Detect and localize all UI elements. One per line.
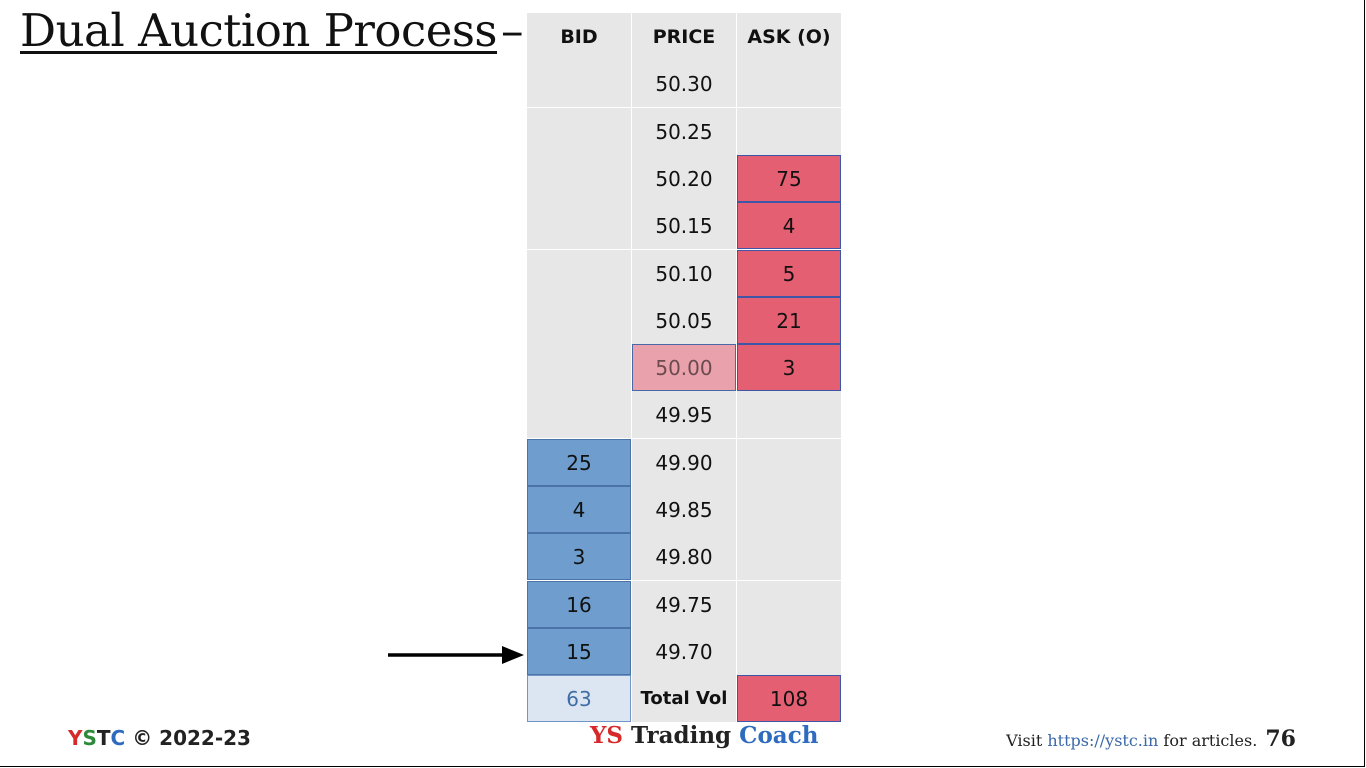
logo-s: S (82, 726, 97, 750)
bid-cell (527, 297, 631, 344)
header-ask: ASK (O) (737, 13, 841, 60)
ask-cell (737, 391, 841, 438)
bid-cell (527, 108, 631, 155)
visit-suffix: for articles. (1163, 731, 1258, 750)
brand-trading: Trading (631, 722, 732, 749)
ask-cell (737, 581, 841, 628)
ask-cell (737, 439, 841, 486)
ask-cell: 4 (737, 202, 841, 249)
bid-cell (527, 155, 631, 202)
ask-cell: 3 (737, 344, 841, 391)
ask-cell (737, 486, 841, 533)
ask-cell: 21 (737, 297, 841, 344)
copyright-text: © 2022-23 (132, 726, 251, 750)
header-price: PRICE (632, 13, 736, 60)
arrow-right-icon (388, 646, 524, 664)
price-cell: 50.20 (632, 155, 736, 202)
price-cell: 49.80 (632, 533, 736, 580)
total-ask-cell: 108 (737, 675, 841, 722)
ask-cell (737, 628, 841, 675)
ask-cell (737, 533, 841, 580)
logo-c: C (110, 726, 126, 750)
price-cell: 50.30 (632, 60, 736, 107)
price-cell: 50.25 (632, 108, 736, 155)
logo-t: T (96, 726, 111, 750)
total-bid-cell: 63 (527, 675, 631, 722)
bid-cell: 15 (527, 628, 631, 675)
title-text: Dual Auction Process (20, 4, 498, 57)
price-cell: 49.90 (632, 439, 736, 486)
price-cell: 49.75 (632, 581, 736, 628)
current-price-cell: 50.00 (632, 344, 736, 391)
bid-cell (527, 344, 631, 391)
price-cell: 50.10 (632, 250, 736, 297)
price-cell: 49.70 (632, 628, 736, 675)
page-number: 76 (1265, 726, 1296, 752)
bid-cell: 16 (527, 581, 631, 628)
brand-coach: Coach (739, 722, 819, 749)
footer-visit: Visit https://ystc.in for articles. 76 (1006, 726, 1296, 752)
price-cell: 50.05 (632, 297, 736, 344)
bid-cell: 4 (527, 486, 631, 533)
footer-brand: YS Trading Coach (590, 722, 818, 749)
footer-copyright: YSTC © 2022-23 (68, 726, 251, 750)
logo-y: Y (68, 726, 83, 750)
site-link[interactable]: https://ystc.in (1047, 731, 1159, 750)
total-vol-label: Total Vol (632, 675, 736, 722)
bid-cell: 25 (527, 439, 631, 486)
brand-ys: YS (590, 722, 624, 749)
ask-cell (737, 108, 841, 155)
ask-cell: 5 (737, 250, 841, 297)
price-cell: 50.15 (632, 202, 736, 249)
bid-cell (527, 391, 631, 438)
header-bid: BID (527, 13, 631, 60)
bid-cell: 3 (527, 533, 631, 580)
bid-cell (527, 250, 631, 297)
visit-prefix: Visit (1006, 731, 1043, 750)
ask-cell (737, 60, 841, 107)
price-cell: 49.85 (632, 486, 736, 533)
ask-cell: 75 (737, 155, 841, 202)
title-dash: – (501, 4, 524, 57)
slide-title: Dual Auction Process– (20, 4, 524, 57)
bid-cell (527, 60, 631, 107)
price-cell: 49.95 (632, 391, 736, 438)
bid-cell (527, 202, 631, 249)
